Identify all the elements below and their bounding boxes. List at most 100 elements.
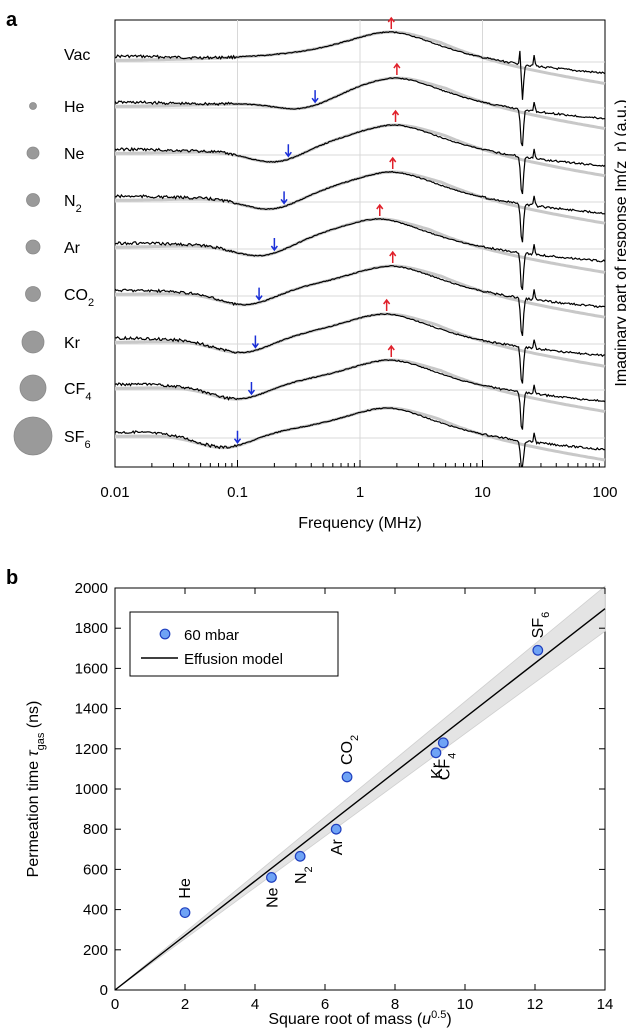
- red-arrow-ar: [376, 203, 384, 217]
- blue-arrow-sf: [233, 430, 242, 444]
- blue-arrow-kr: [251, 335, 260, 349]
- y-tick-label: 200: [83, 942, 108, 959]
- x-tick-label: 0.1: [227, 484, 248, 501]
- point-he: [179, 907, 191, 919]
- gas-label-sf6-sub: 6: [84, 439, 90, 451]
- legend-box: [129, 611, 339, 677]
- x-tick-label: 8: [391, 996, 399, 1013]
- point-ar: [330, 823, 342, 835]
- panel-a-size-dots: [13, 102, 53, 456]
- gas-label-co2-main: CO: [64, 287, 88, 304]
- x-tick-label: 0: [111, 996, 119, 1013]
- point-label-he: He: [177, 878, 194, 899]
- panel-b-y-label-unit: (ns): [25, 701, 42, 733]
- red-arrow-co: [389, 250, 397, 263]
- red-arrow-he: [393, 62, 401, 76]
- y-tick-label: 400: [83, 902, 108, 919]
- point-sf6: [532, 644, 544, 656]
- gas-label-co2: CO2: [64, 287, 94, 309]
- blue-arrow-n: [280, 191, 288, 205]
- x-tick-label: 2: [181, 996, 189, 1013]
- red-arrow-kr: [383, 298, 391, 311]
- data-curve-vac: [114, 30, 606, 100]
- molecule-size-dot-ar: [25, 239, 41, 255]
- effusion-line: [114, 608, 606, 991]
- legend-marker-icon: [159, 628, 171, 640]
- red-arrow-n: [389, 156, 397, 170]
- y-tick-label: 1200: [75, 741, 108, 758]
- data-curve-n: [114, 170, 606, 243]
- panel-b-y-label-sub: gas: [35, 732, 47, 750]
- point-ne: [266, 872, 277, 883]
- panel-b-y-label-text: Permeation time: [25, 756, 42, 877]
- red-arrow-ne: [391, 109, 400, 123]
- point-label-ar: Ar: [329, 839, 346, 856]
- x-tick-label: 12: [527, 996, 544, 1013]
- gas-label-he-main: He: [64, 99, 85, 116]
- point-label-ne-main: Ne: [264, 887, 281, 908]
- panel-b-x-label-text: Square root of mass (: [268, 1011, 423, 1028]
- point-label-kr: Kr: [429, 762, 446, 779]
- gas-label-n2-sub: 2: [76, 203, 82, 215]
- y-tick-label: 1000: [75, 781, 108, 798]
- blue-arrow-co: [255, 287, 263, 301]
- point-label-he-main: He: [177, 878, 194, 899]
- panel-a-y-axis-label: Imaginary part of response Im(z_r) (a.u.…: [613, 99, 626, 386]
- x-tick-label: 10: [474, 484, 491, 501]
- x-tick-label: 0.01: [100, 484, 129, 501]
- red-arrow-cf: [387, 344, 395, 357]
- point-label-ne: Ne: [264, 887, 281, 908]
- blue-arrow-cf: [247, 382, 256, 396]
- point-label-sf6-sub: 6: [540, 612, 552, 618]
- molecule-size-dot-sf6: [13, 416, 53, 456]
- gas-label-ne: Ne: [64, 146, 85, 163]
- point-label-kr-main: Kr: [429, 762, 446, 779]
- effusion-model-line: [114, 608, 606, 991]
- gas-label-kr-main: Kr: [64, 335, 81, 352]
- x-tick-label: 100: [592, 484, 617, 501]
- molecule-size-dot-he: [29, 102, 37, 110]
- data-curve-kr: [114, 312, 606, 384]
- gas-label-co2-sub: 2: [88, 297, 94, 309]
- y-tick-label: 600: [83, 861, 108, 878]
- x-tick-label: 10: [457, 996, 474, 1013]
- panel-b-ticks: 0 2 4 6 8 10 12 14 0 200 400 600 800 1000 1200 1400 1600…: [75, 580, 614, 1013]
- point-cf4: [437, 737, 449, 749]
- y-tick-label: 800: [83, 821, 108, 838]
- point-label-co2: CO2: [339, 735, 361, 765]
- point-co2: [341, 771, 353, 783]
- point-label-co2-sub: 2: [349, 735, 361, 741]
- gas-label-vac-main: Vac: [64, 47, 90, 64]
- panel-b-x-label-close: ): [446, 1011, 451, 1028]
- panel-b-letter: b: [6, 567, 18, 589]
- gas-label-n2: N2: [64, 193, 82, 215]
- data-curve-ar: [114, 218, 606, 291]
- panel-a-x-axis-label: Frequency (MHz): [298, 515, 422, 532]
- point-label-n2-main: N: [293, 872, 310, 884]
- gas-label-ar-main: Ar: [64, 240, 81, 257]
- point-label-cf4: CF4: [436, 753, 458, 780]
- y-tick-label: 0: [100, 982, 108, 999]
- y-tick-label: 1800: [75, 620, 108, 637]
- panel-b-y-axis-label: Permeation time τgas (ns): [25, 701, 47, 878]
- blue-arrow-ar: [270, 237, 278, 252]
- panel-a-x-ticks: 0.01 0.1 1 10 100: [100, 460, 618, 501]
- molecule-size-dot-co2: [25, 286, 41, 302]
- data-curve-ne: [114, 124, 606, 195]
- data-curve-he: [114, 77, 606, 147]
- point-label-sf6: SF6: [530, 612, 552, 639]
- gas-label-kr: Kr: [64, 335, 81, 352]
- gas-label-cf4-main: CF: [64, 381, 86, 398]
- y-tick-label: 1600: [75, 660, 108, 677]
- gas-label-vac: Vac: [64, 47, 90, 64]
- panel-a-arrows: [233, 16, 401, 444]
- panel-b-x-label-u: u: [422, 1011, 431, 1028]
- panel-b-x-axis-label: Square root of mass (u0.5): [268, 1009, 451, 1028]
- point-label-co2-main: CO: [339, 741, 356, 765]
- y-tick-label: 2000: [75, 580, 108, 597]
- point-label-ar-main: Ar: [329, 839, 346, 856]
- point-n2: [294, 850, 306, 862]
